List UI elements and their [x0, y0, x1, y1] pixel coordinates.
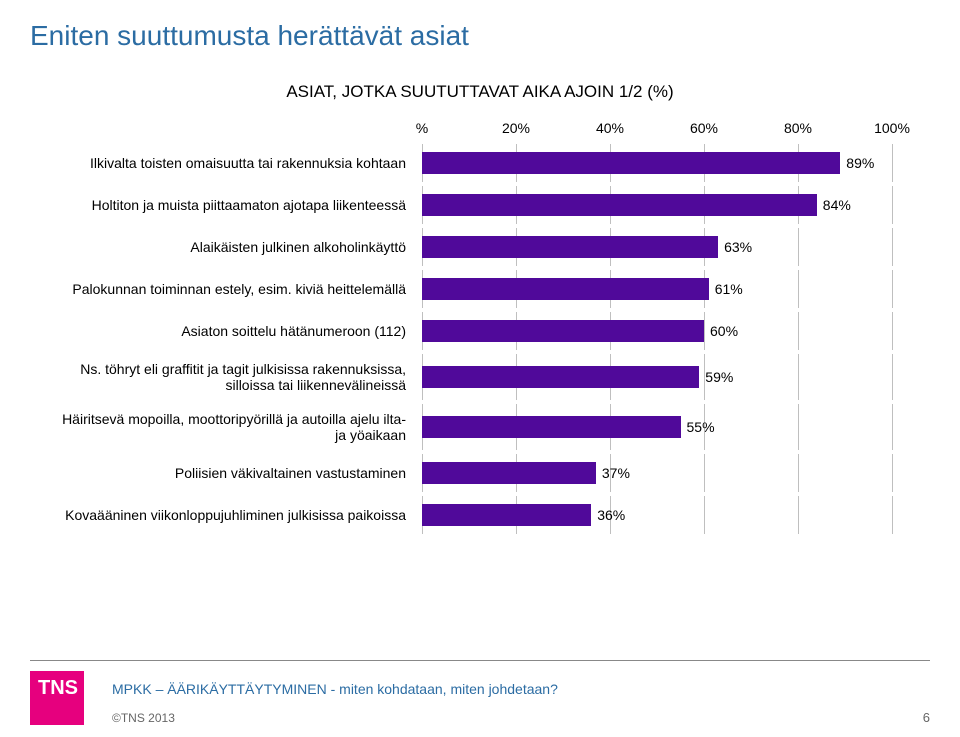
bar-cell: 37%	[422, 454, 892, 492]
bar: 60%	[422, 320, 704, 342]
bar: 89%	[422, 152, 840, 174]
x-tick-label: 80%	[784, 120, 812, 136]
bar: 55%	[422, 416, 681, 438]
bar-cell: 63%	[422, 228, 892, 266]
bar-value-label: 55%	[687, 419, 715, 435]
gridline	[892, 270, 893, 308]
x-tick-label: %	[416, 120, 428, 136]
bar: 63%	[422, 236, 718, 258]
gridline	[798, 354, 799, 400]
bar: 61%	[422, 278, 709, 300]
bar-cell: 89%	[422, 144, 892, 182]
gridline	[798, 312, 799, 350]
gridline	[892, 186, 893, 224]
footer-text: MPKK – ÄÄRIKÄYTTÄYTYMINEN - miten kohdat…	[112, 681, 558, 725]
category-label: Poliisien väkivaltainen vastustaminen	[50, 454, 410, 492]
bar-cell: 55%	[422, 404, 892, 450]
x-tick-label: 20%	[502, 120, 530, 136]
bar-value-label: 36%	[597, 507, 625, 523]
gridline	[892, 496, 893, 534]
tns-logo: TNS	[30, 671, 84, 725]
bar: 59%	[422, 366, 699, 388]
gridline	[798, 454, 799, 492]
gridline	[892, 454, 893, 492]
category-label: Palokunnan toiminnan estely, esim. kiviä…	[50, 270, 410, 308]
category-label: Häiritsevä mopoilla, moottoripyörillä ja…	[50, 404, 410, 450]
category-label: Ilkivalta toisten omaisuutta tai rakennu…	[50, 144, 410, 182]
footer-line: MPKK – ÄÄRIKÄYTTÄYTYMINEN - miten kohdat…	[112, 681, 558, 697]
bar-value-label: 59%	[705, 369, 733, 385]
bar-cell: 36%	[422, 496, 892, 534]
gridline	[798, 404, 799, 450]
bar: 84%	[422, 194, 817, 216]
page-number: 6	[923, 710, 930, 725]
bar-value-label: 61%	[715, 281, 743, 297]
bar-value-label: 63%	[724, 239, 752, 255]
bar-value-label: 37%	[602, 465, 630, 481]
bar-cell: 84%	[422, 186, 892, 224]
gridline	[892, 312, 893, 350]
bar-value-label: 60%	[710, 323, 738, 339]
bar: 37%	[422, 462, 596, 484]
category-label: Kovaääninen viikonloppujuhliminen julkis…	[50, 496, 410, 534]
x-tick-label: 100%	[874, 120, 910, 136]
bar-value-label: 89%	[846, 155, 874, 171]
bar-value-label: 84%	[823, 197, 851, 213]
slide-footer: TNS MPKK – ÄÄRIKÄYTTÄYTYMINEN - miten ko…	[0, 660, 960, 737]
gridline	[892, 404, 893, 450]
gridline	[704, 454, 705, 492]
category-label: Alaikäisten julkinen alkoholinkäyttö	[50, 228, 410, 266]
gridline	[798, 496, 799, 534]
gridline	[798, 228, 799, 266]
footer-inner: TNS MPKK – ÄÄRIKÄYTTÄYTYMINEN - miten ko…	[30, 671, 930, 725]
bar-chart: % 20% 40% 60% 80% 100% Ilkivalta toisten omai…	[50, 120, 910, 534]
bar-cell: 61%	[422, 270, 892, 308]
gridline	[704, 312, 705, 350]
footer-divider	[30, 660, 930, 661]
x-tick-label: 40%	[596, 120, 624, 136]
chart-title: ASIAT, JOTKA SUUTUTTAVAT AIKA AJOIN 1/2 …	[50, 82, 910, 102]
x-tick-label: 60%	[690, 120, 718, 136]
page-title: Eniten suuttumusta herättävät asiat	[30, 20, 930, 52]
gridline	[704, 496, 705, 534]
gridline	[892, 228, 893, 266]
gridline	[892, 144, 893, 182]
category-label: Asiaton soittelu hätänumeroon (112)	[50, 312, 410, 350]
category-label: Holtiton ja muista piittaamaton ajotapa …	[50, 186, 410, 224]
slide: Eniten suuttumusta herättävät asiat ASIA…	[0, 0, 960, 737]
category-label: Ns. töhryt eli graffitit ja tagit julkis…	[50, 354, 410, 400]
bar-cell: 59%	[422, 354, 892, 400]
gridline	[892, 354, 893, 400]
axis-spacer	[50, 120, 410, 140]
bar-cell: 60%	[422, 312, 892, 350]
x-axis: %20%40%60%80%100%	[422, 120, 892, 140]
copyright: ©TNS 2013	[112, 711, 558, 725]
chart-block: ASIAT, JOTKA SUUTUTTAVAT AIKA AJOIN 1/2 …	[50, 82, 910, 534]
gridline	[798, 270, 799, 308]
bar: 36%	[422, 504, 591, 526]
